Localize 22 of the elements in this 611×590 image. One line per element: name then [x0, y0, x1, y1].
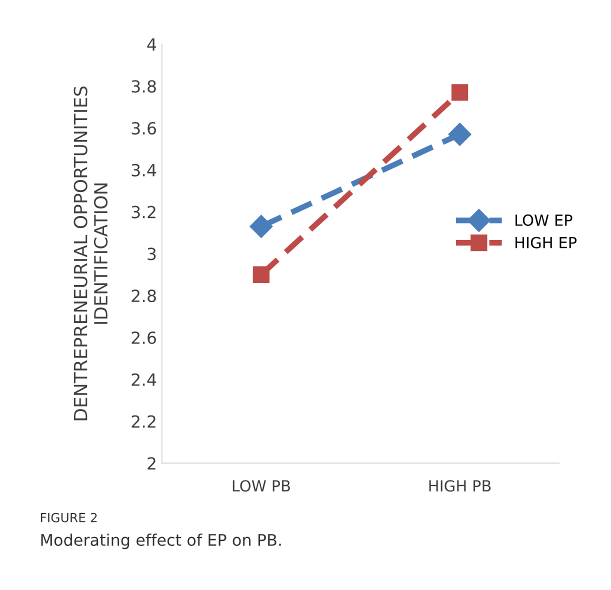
y-tick-label: 2.6 — [132, 331, 156, 344]
y-tick-label: 3.8 — [132, 80, 156, 93]
caption: FIGURE 2 — [40, 512, 97, 522]
y-tick-label: 2.4 — [132, 373, 156, 386]
y-tick-label: 3.6 — [132, 122, 156, 135]
x-tick-label: HIGH PB — [429, 480, 491, 492]
point — [451, 84, 468, 101]
point — [448, 122, 472, 146]
point — [250, 214, 273, 238]
text: Moderating effect of EP on PB. — [41, 534, 281, 550]
y-tick-label: 3 — [148, 248, 156, 260]
legend-label: HIGH EP — [516, 236, 577, 248]
y-tick-label: 3.2 — [132, 206, 156, 218]
y-tick-label: 3.4 — [132, 164, 156, 176]
y-tick-label: 2.2 — [132, 415, 156, 428]
y-tick-label: 4 — [147, 38, 156, 51]
legend-label: LOW EP — [516, 214, 572, 226]
y-axis-title: DENTREPRENEURIAL OPPORTUNITIES IDENTIFICATION — [74, 86, 108, 420]
point — [252, 266, 270, 283]
y-tick-label: 2 — [148, 457, 156, 470]
y-tick-label: 2.8 — [132, 290, 156, 302]
x-tick-label: LOW PB — [232, 480, 290, 492]
